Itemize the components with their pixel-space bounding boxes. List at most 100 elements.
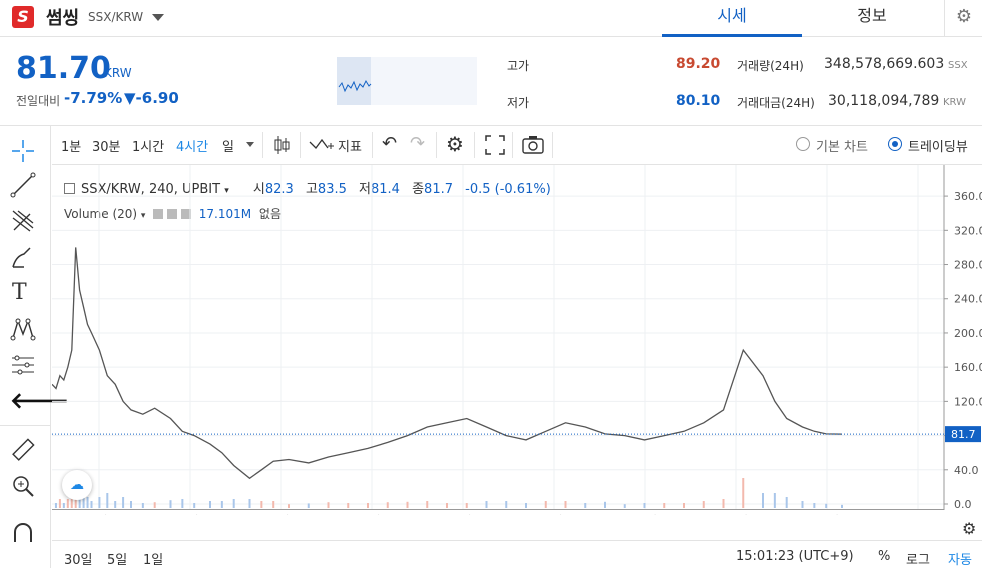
- volume-bar: [232, 499, 235, 508]
- legend-symbol: SSX/KRW, 240, UPBIT: [81, 182, 221, 197]
- volume-extra: 없음: [258, 207, 282, 221]
- gear-icon[interactable]: ⚙: [944, 0, 982, 36]
- gear-icon[interactable]: [167, 209, 178, 219]
- open-label: 시: [252, 182, 265, 197]
- radio-tradingview[interactable]: [888, 137, 902, 151]
- volume-bar: [702, 501, 705, 508]
- coin-name: 썸씽: [46, 8, 80, 29]
- high-value-legend: 83.5: [317, 182, 347, 197]
- low-value-legend: 81.4: [370, 182, 400, 197]
- volume-bar: [54, 503, 57, 508]
- measure-levels-icon[interactable]: [10, 352, 36, 378]
- interval-day[interactable]: 일: [222, 140, 234, 155]
- last-price-box: [945, 426, 981, 443]
- low-label: 저가: [507, 96, 530, 110]
- interval-30m[interactable]: 30분: [92, 140, 121, 155]
- volume-bar: [307, 503, 310, 508]
- volume-bar: [98, 497, 101, 508]
- candle-icon[interactable]: [271, 134, 293, 156]
- volume-bar: [209, 501, 211, 508]
- volume-bar: [62, 503, 65, 508]
- amount-label: 거래대금(24H): [737, 96, 815, 110]
- chevron-down-icon[interactable]: [152, 14, 164, 21]
- indicator-button[interactable]: 지표: [338, 140, 362, 155]
- chart-settings-icon[interactable]: ⚙: [962, 519, 977, 538]
- toolbar-divider: [474, 132, 475, 158]
- chevron-down-icon[interactable]: [246, 142, 254, 147]
- eye-icon[interactable]: [153, 209, 164, 219]
- toolbar-divider: [552, 132, 553, 158]
- prev-day-label: 전일대비: [16, 94, 61, 108]
- chevron-down-icon[interactable]: ▾: [140, 211, 146, 221]
- volume-bar: [485, 501, 488, 508]
- x-tick-label: 9월: [545, 514, 562, 515]
- chart-legend: SSX/KRW, 240, UPBIT ▾ 시82.3 고83.5 저81.4 …: [64, 178, 551, 197]
- crosshair-icon[interactable]: [10, 138, 36, 164]
- interval-1m[interactable]: 1분: [61, 140, 82, 155]
- volume-unit: SSX: [948, 60, 968, 71]
- tab-price[interactable]: 시세: [662, 0, 802, 37]
- mini-price-chart: [337, 57, 477, 105]
- fullscreen-icon[interactable]: [484, 134, 506, 156]
- redo-icon[interactable]: ↷: [410, 133, 426, 154]
- radio-dot: [892, 141, 898, 147]
- pitchfork-icon[interactable]: [10, 208, 36, 234]
- ruler-icon[interactable]: [10, 437, 36, 463]
- chart-toolbar: [52, 126, 982, 165]
- volume-bar: [70, 497, 73, 508]
- volume-bar: [288, 504, 290, 508]
- price-header: [0, 37, 982, 126]
- trendline-icon[interactable]: [10, 172, 36, 198]
- volume-bar: [773, 493, 776, 508]
- tab-info[interactable]: 정보: [857, 6, 887, 25]
- volume-bar: [106, 493, 109, 508]
- clock-time[interactable]: 15:01:23 (UTC+9): [736, 549, 854, 564]
- volume-bar: [82, 497, 85, 508]
- radio-basic-chart[interactable]: [796, 137, 810, 151]
- volume-bar: [762, 493, 764, 508]
- undo-icon[interactable]: ↶: [382, 133, 398, 154]
- basic-chart-label[interactable]: 기본 차트: [816, 140, 868, 155]
- magnet-icon[interactable]: [10, 520, 36, 546]
- chevron-down-icon[interactable]: ▾: [224, 186, 229, 196]
- volume-bar: [544, 501, 547, 508]
- range-1d[interactable]: 1일: [143, 553, 164, 568]
- x-tick-label: 11월: [724, 514, 748, 515]
- pattern-icon[interactable]: [10, 316, 36, 342]
- y-tick-label: 360.0: [954, 190, 982, 203]
- volume-bar: [141, 503, 144, 508]
- y-tick-label: 240.0: [954, 293, 982, 306]
- close-label-legend: 종: [412, 182, 425, 197]
- camera-icon[interactable]: [521, 134, 545, 156]
- log-toggle[interactable]: 로그: [906, 553, 930, 568]
- indicator-icon[interactable]: [308, 134, 336, 156]
- range-5d[interactable]: 5일: [107, 553, 128, 568]
- volume-bar: [604, 501, 606, 508]
- x-tick-label: 5월: [181, 514, 198, 515]
- volume-label: 거래량(24H): [737, 59, 804, 73]
- percent-toggle[interactable]: %: [878, 549, 891, 564]
- zoom-in-icon[interactable]: [10, 473, 36, 499]
- toolbar-divider: [372, 132, 373, 158]
- volume-bar: [193, 503, 196, 508]
- tradingview-logo-icon[interactable]: ☁: [62, 470, 92, 500]
- y-tick-label: 120.0: [954, 395, 982, 408]
- low-value: 80.10: [676, 93, 721, 109]
- tradingview-label[interactable]: 트레이딩뷰: [908, 140, 968, 155]
- interval-1h[interactable]: 1시간: [132, 140, 165, 155]
- current-price: 81.70: [16, 51, 111, 86]
- interval-4h[interactable]: 4시간: [176, 140, 209, 155]
- settings-icon[interactable]: ⚙: [446, 132, 464, 156]
- text-tool-icon[interactable]: T: [12, 280, 27, 305]
- volume-bar: [643, 503, 646, 508]
- brush-icon[interactable]: [10, 244, 36, 270]
- auto-toggle[interactable]: 자동: [948, 553, 972, 568]
- price-unit: KRW: [104, 66, 132, 80]
- close-icon[interactable]: [180, 209, 191, 219]
- top-bar: [0, 0, 982, 37]
- change-amount: ▼-6.90: [124, 89, 179, 107]
- price-chart[interactable]: 0.040.080.0120.0160.0200.0240.0280.0320.…: [52, 165, 982, 515]
- volume-bar: [465, 503, 468, 508]
- collapse-icon[interactable]: [64, 183, 75, 194]
- range-30d[interactable]: 30일: [64, 553, 93, 568]
